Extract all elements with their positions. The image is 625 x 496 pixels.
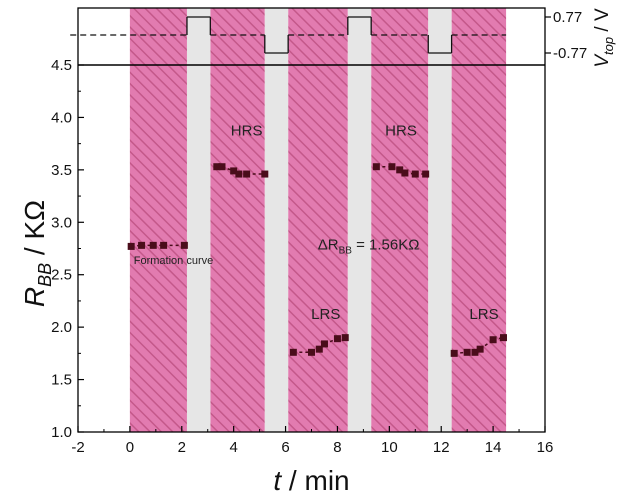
connector-HRS-2-1: [391, 166, 400, 171]
x-tick-label-6: 10: [381, 439, 398, 456]
y-tick-label-6: 4.0: [51, 109, 72, 126]
data-points: [127, 163, 507, 357]
y-tick-label-3: 2.5: [51, 267, 72, 284]
connector-LRS-1-4: [337, 336, 346, 340]
pulse-band-3: [371, 8, 429, 432]
tick-labels: 1.0 1.5 2.0 2.5 3.0 3.5 4.0 4.5 -2 0 2 4 6 8 10 12 14 16 0…: [51, 9, 587, 456]
y-axis-label: RBB / KΩ: [19, 200, 55, 307]
annotation-3: LRS: [311, 306, 340, 323]
y-axis-label-var: R: [19, 287, 50, 307]
gap-band-3: [428, 8, 452, 432]
y-axis-label-sub: BB: [35, 263, 55, 287]
vtop-axis-label-sub: top: [601, 37, 616, 55]
point-LRS-2-5: [499, 334, 507, 342]
connector-HRS-2-3: [404, 172, 416, 175]
annotations: Formation curve HRS HRS LRS LRS ΔRBB = 1.56KΩ: [134, 122, 499, 322]
vtop-axis-label-var: V: [592, 53, 613, 68]
gap-band-2: [347, 8, 372, 432]
x-axis-label: t / min: [273, 465, 349, 496]
annotation-5: ΔRBB = 1.56KΩ: [318, 237, 420, 257]
connector-LRS-1-3: [324, 337, 338, 345]
annotation-text-5: ΔR: [318, 237, 339, 254]
y-tick-label-4: 3.0: [51, 214, 72, 231]
connector-LRS-2-4: [492, 336, 504, 341]
y-axis-label-unit: / KΩ: [19, 200, 50, 263]
y-tick-label-2: 2.0: [51, 319, 72, 336]
annotation-text-0: Formation curve: [134, 255, 213, 267]
connector-LRS-2-2: [474, 348, 481, 353]
annotation-sub-5: BB: [339, 246, 353, 257]
pulse-band-2: [288, 8, 348, 432]
point-HRS-2-5: [422, 170, 430, 178]
pulse-band-1: [210, 8, 265, 432]
x-axis-label-var: t: [273, 465, 282, 496]
connector-LRS-1-1: [311, 348, 320, 354]
connector-HRS-1-2: [233, 170, 240, 175]
top-tick-label-1: -0.77: [553, 45, 587, 62]
x-axis-label-unit: / min: [281, 465, 349, 496]
annotation-rest-5: = 1.56KΩ: [352, 237, 420, 254]
pulse-band-4: [451, 8, 507, 432]
annotation-0: Formation curve: [134, 255, 213, 267]
annotation-text-2: HRS: [385, 122, 417, 139]
y-tick-label-7: 4.5: [51, 57, 72, 74]
annotation-2: HRS: [385, 122, 417, 139]
vtop-panel: [70, 16, 507, 54]
pulse-bands: [129, 8, 507, 432]
connector-LRS-2-0: [454, 351, 468, 355]
x-tick-label-0: -2: [71, 439, 84, 456]
gap-band-0: [186, 8, 211, 432]
vtop-axis-label-unit: / V: [592, 8, 613, 37]
gap-band-1: [264, 8, 289, 432]
pulse-band-0: [129, 8, 187, 432]
top-tick-label-0: 0.77: [553, 9, 582, 26]
annotation-text-1: HRS: [231, 122, 263, 139]
x-tick-label-2: 2: [178, 439, 186, 456]
annotation-text-3: LRS: [311, 306, 340, 323]
x-tick-label-5: 8: [333, 439, 341, 456]
axes: [77, 7, 551, 433]
connector-LRS-1-2: [318, 343, 326, 350]
annotation-text-4: LRS: [469, 306, 498, 323]
connector-HRS-1-1: [221, 166, 234, 172]
x-tick-label-9: 16: [537, 439, 554, 456]
y-tick-label-0: 1.0: [51, 424, 72, 441]
annotation-4: LRS: [469, 306, 498, 323]
connector-LRS-2-3: [479, 339, 494, 350]
vtop-axis-label: Vtop / V: [592, 8, 616, 68]
annotation-1: HRS: [231, 122, 263, 139]
x-tick-label-8: 14: [485, 439, 502, 456]
connector-HRS-2-2: [399, 169, 406, 174]
connector-formation-0: [131, 244, 142, 248]
x-tick-label-1: 0: [126, 439, 134, 456]
y-tick-label-1: 1.5: [51, 372, 72, 389]
x-tick-label-7: 12: [433, 439, 450, 456]
x-tick-label-4: 6: [281, 439, 289, 456]
x-tick-label-3: 4: [229, 439, 237, 456]
y-tick-label-5: 3.5: [51, 162, 72, 179]
